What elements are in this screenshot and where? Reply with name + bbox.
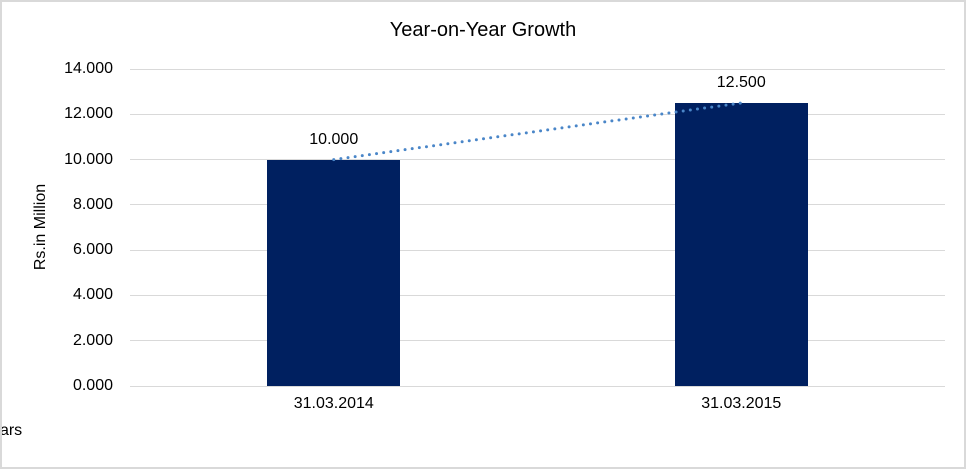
y-tick-label: 0.000 bbox=[72, 377, 113, 394]
x-tick-label: 31.03.2015 bbox=[701, 395, 782, 412]
bar-data-label: 10.000 bbox=[309, 130, 359, 148]
y-tick-label: 12.000 bbox=[64, 105, 113, 123]
gridline bbox=[130, 159, 945, 161]
y-tick-label: 4.000 bbox=[72, 286, 113, 304]
gridline bbox=[130, 249, 945, 251]
gridline bbox=[130, 113, 945, 115]
gridline bbox=[130, 68, 945, 70]
y-tick-label: 10.000 bbox=[64, 150, 113, 168]
y-tick-label: 8.000 bbox=[72, 195, 113, 213]
y-tick-label: 6.000 bbox=[72, 241, 113, 259]
bar bbox=[674, 102, 808, 386]
gridline bbox=[130, 340, 945, 342]
y-tick-label: 14.000 bbox=[64, 60, 113, 77]
gridline bbox=[130, 294, 945, 296]
x-axis-title: Years bbox=[0, 422, 23, 439]
chart-title: Year-on-Year Growth bbox=[389, 19, 577, 41]
bar-data-label: 12.500 bbox=[716, 73, 766, 91]
trendline bbox=[332, 101, 743, 162]
gridline bbox=[130, 204, 945, 206]
bar bbox=[267, 159, 401, 386]
y-tick-label: 2.000 bbox=[72, 331, 113, 349]
plot-area: 10.000 12.500 bbox=[130, 68, 945, 387]
gridline bbox=[130, 385, 945, 387]
x-tick-label: 31.03.2014 bbox=[293, 395, 374, 412]
